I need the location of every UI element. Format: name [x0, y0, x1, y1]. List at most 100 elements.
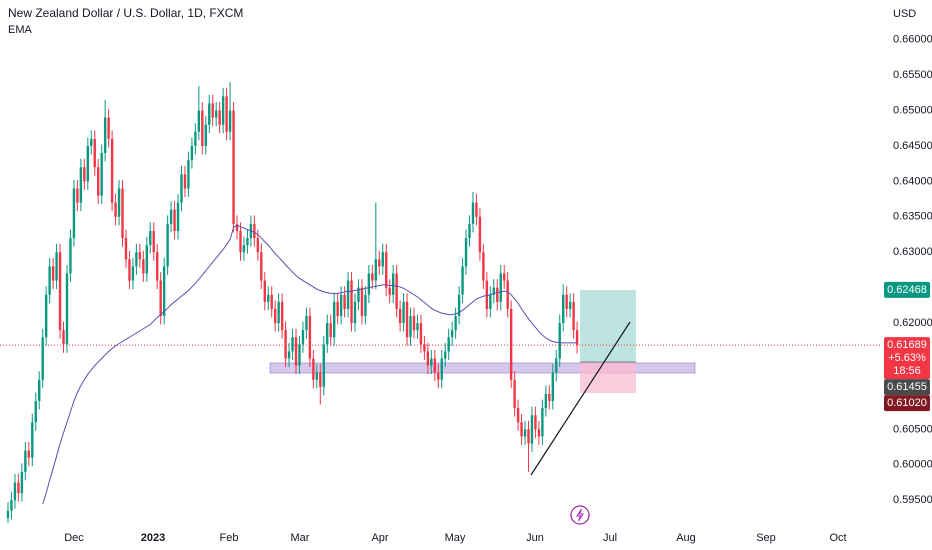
- candle-body: [562, 294, 565, 324]
- x-tick-label: Dec: [64, 532, 84, 544]
- candle-body: [44, 294, 48, 338]
- candle-body: [457, 294, 461, 316]
- candle-body: [239, 230, 242, 253]
- candle-body: [499, 273, 502, 302]
- candle-body: [10, 500, 13, 511]
- candle-body: [298, 344, 301, 366]
- candle-body: [305, 315, 308, 331]
- candle-body: [516, 408, 520, 423]
- candle-body: [273, 308, 277, 324]
- candle-body: [173, 209, 176, 231]
- candle-body: [76, 188, 79, 203]
- candle-body: [232, 110, 235, 224]
- target-zone: [580, 290, 636, 362]
- candle-body: [17, 482, 20, 494]
- candle-body: [329, 323, 332, 338]
- candle-body: [90, 138, 93, 146]
- x-tick-label: Jul: [603, 532, 617, 544]
- candle-body: [65, 273, 69, 345]
- event-bolt: [576, 508, 584, 522]
- candle-body: [437, 372, 440, 380]
- y-tick-label: 0.63500: [893, 211, 932, 223]
- candle-body: [79, 167, 83, 203]
- candle-body: [156, 252, 159, 281]
- candle-body: [287, 351, 291, 359]
- candle-body: [489, 294, 492, 309]
- candle-body: [412, 315, 416, 331]
- candle-body: [34, 401, 37, 423]
- candle-body: [537, 429, 541, 437]
- price-badge-text: 18:56: [893, 365, 921, 377]
- candle-body: [159, 280, 162, 316]
- candle-body: [464, 238, 468, 267]
- candle-body: [416, 323, 419, 331]
- candle-body: [332, 301, 336, 338]
- candle-body: [51, 266, 55, 281]
- candle-body: [530, 415, 534, 444]
- candle-body: [117, 188, 121, 217]
- candle-body: [208, 103, 211, 125]
- axes: 0.59500 0.60000 0.60500 0.62000 0.63000 0.635…: [64, 34, 932, 544]
- x-tick-label: Mar: [291, 532, 310, 544]
- candle-body: [319, 372, 322, 387]
- event-icon[interactable]: [570, 505, 590, 525]
- candle-body: [291, 337, 294, 352]
- candle-body: [461, 266, 464, 295]
- candle-body: [128, 259, 131, 281]
- price-badge: [884, 379, 930, 396]
- candle-body: [308, 315, 312, 359]
- candle-body: [228, 110, 232, 132]
- candle-body: [221, 96, 225, 125]
- candle-body: [267, 294, 270, 302]
- candle-body: [541, 408, 544, 437]
- candle-body: [41, 337, 44, 380]
- candle-body: [336, 301, 339, 316]
- candle-body: [447, 337, 450, 352]
- candle-body: [69, 238, 72, 274]
- candle-body: [565, 294, 568, 309]
- candle-body: [211, 103, 214, 118]
- candle-body: [395, 273, 398, 309]
- stop-zone: [580, 362, 636, 393]
- candle-body: [555, 358, 558, 373]
- candle-body: [131, 266, 135, 281]
- candle-body: [121, 188, 124, 239]
- candle-body: [72, 188, 76, 239]
- price-badge-text: 0.61689: [887, 339, 927, 351]
- candle-body: [197, 110, 201, 132]
- candle-body: [475, 202, 478, 217]
- candle-body: [93, 138, 96, 168]
- candle-body: [114, 202, 117, 217]
- candle-body: [280, 301, 284, 331]
- candle-body: [409, 315, 412, 338]
- price-badge: [884, 337, 930, 380]
- candle-body: [468, 223, 471, 239]
- y-tick-label: 0.63000: [893, 246, 932, 258]
- candle-body: [503, 273, 506, 281]
- candle-body: [485, 280, 489, 309]
- y-tick-label: 0.60500: [893, 423, 932, 435]
- candle-body: [440, 358, 443, 380]
- drawings-front: [530, 321, 631, 525]
- ema-line: [42, 224, 578, 504]
- candle-body: [374, 259, 378, 281]
- candle-body: [6, 510, 10, 518]
- price-badge: [884, 395, 930, 412]
- candle-body: [315, 372, 319, 380]
- candle-body: [575, 330, 579, 346]
- candle-body: [367, 273, 371, 295]
- candle-body: [388, 287, 391, 295]
- candle-body: [523, 429, 527, 437]
- candle-body: [201, 110, 204, 146]
- candle-body: [31, 422, 34, 458]
- candle-body: [423, 344, 426, 352]
- candle-body: [551, 372, 554, 402]
- y-tick-label: 0.60000: [893, 459, 932, 471]
- y-tick-label: 0.65500: [893, 69, 932, 81]
- candle-body: [24, 450, 27, 472]
- candle-body: [100, 153, 103, 196]
- candle-body: [180, 174, 183, 203]
- candle-body: [346, 280, 350, 309]
- candle-body: [38, 379, 41, 402]
- candle-body: [534, 415, 537, 430]
